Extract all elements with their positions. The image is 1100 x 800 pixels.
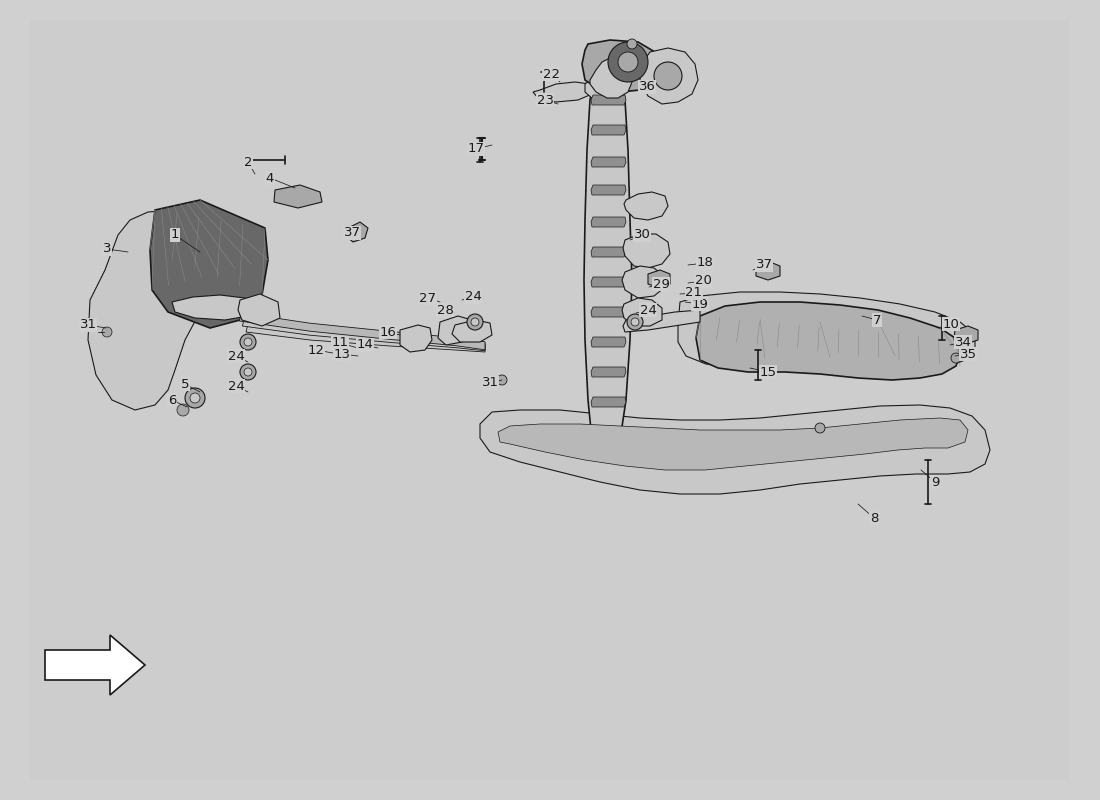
Polygon shape [591,217,626,227]
Polygon shape [246,324,485,352]
Polygon shape [498,418,968,470]
Polygon shape [640,48,698,104]
Circle shape [497,375,507,385]
Circle shape [244,368,252,376]
Text: 2: 2 [244,155,252,169]
Circle shape [627,39,637,49]
Circle shape [654,62,682,90]
Text: 35: 35 [959,347,977,361]
Polygon shape [238,294,280,326]
Text: 15: 15 [759,366,777,378]
Text: 24: 24 [464,290,482,303]
Text: 22: 22 [542,67,560,81]
Text: 23: 23 [537,94,553,106]
Polygon shape [172,295,252,320]
Circle shape [952,353,961,363]
Polygon shape [150,200,268,328]
Text: 27: 27 [419,291,437,305]
Polygon shape [591,247,626,257]
Polygon shape [624,192,668,220]
Polygon shape [274,185,322,208]
Text: 19: 19 [692,298,708,310]
Text: 12: 12 [308,343,324,357]
Text: 4: 4 [266,171,274,185]
Text: 37: 37 [756,258,772,271]
Polygon shape [623,234,670,268]
Text: 18: 18 [696,257,714,270]
Text: 3: 3 [102,242,111,255]
Circle shape [102,327,112,337]
Text: 31: 31 [79,318,97,331]
Polygon shape [584,80,632,462]
Polygon shape [242,318,485,350]
Text: 1: 1 [170,229,179,242]
Polygon shape [400,325,432,352]
Polygon shape [480,405,990,494]
Polygon shape [240,313,485,350]
Polygon shape [591,367,626,377]
Circle shape [468,314,483,330]
Text: 13: 13 [333,347,351,361]
Polygon shape [591,397,626,407]
Polygon shape [585,76,625,100]
Circle shape [190,393,200,403]
Text: 31: 31 [482,377,498,390]
Circle shape [177,404,189,416]
Text: 11: 11 [331,337,349,350]
Polygon shape [623,310,700,332]
Polygon shape [591,307,626,317]
Circle shape [815,423,825,433]
Text: 16: 16 [379,326,396,338]
Text: 10: 10 [943,318,959,330]
Polygon shape [621,266,664,298]
Text: 28: 28 [437,303,453,317]
Circle shape [244,338,252,346]
Polygon shape [346,222,368,242]
Circle shape [618,52,638,72]
Polygon shape [582,40,660,92]
Polygon shape [591,125,626,135]
Polygon shape [591,95,626,105]
Circle shape [185,388,205,408]
Circle shape [240,334,256,350]
Text: 21: 21 [685,286,703,299]
Text: 24: 24 [228,379,244,393]
Polygon shape [88,208,222,410]
Text: 34: 34 [955,335,971,349]
Polygon shape [954,326,978,344]
Text: 30: 30 [634,229,650,242]
Text: 6: 6 [168,394,176,406]
Circle shape [240,364,256,380]
Text: 36: 36 [639,81,656,94]
Text: 5: 5 [180,378,189,390]
Text: 24: 24 [228,350,244,362]
Polygon shape [648,270,670,288]
Polygon shape [591,157,626,167]
Text: 20: 20 [694,274,712,287]
Text: 7: 7 [872,314,881,326]
Polygon shape [756,262,780,280]
Circle shape [608,42,648,82]
Text: 24: 24 [639,303,657,317]
Circle shape [471,318,478,326]
Polygon shape [591,337,626,347]
Polygon shape [591,185,626,195]
Text: 17: 17 [468,142,484,155]
Text: 8: 8 [870,511,878,525]
Polygon shape [438,316,474,345]
Text: 29: 29 [652,278,670,290]
Polygon shape [621,298,662,326]
Polygon shape [591,277,626,287]
Circle shape [631,318,639,326]
Circle shape [627,314,644,330]
Polygon shape [678,292,975,372]
Polygon shape [452,320,492,342]
Polygon shape [45,635,145,695]
Text: 14: 14 [356,338,373,351]
Text: 9: 9 [931,475,939,489]
Polygon shape [590,58,632,98]
Polygon shape [696,302,960,380]
Text: 37: 37 [343,226,361,239]
Polygon shape [534,82,592,102]
